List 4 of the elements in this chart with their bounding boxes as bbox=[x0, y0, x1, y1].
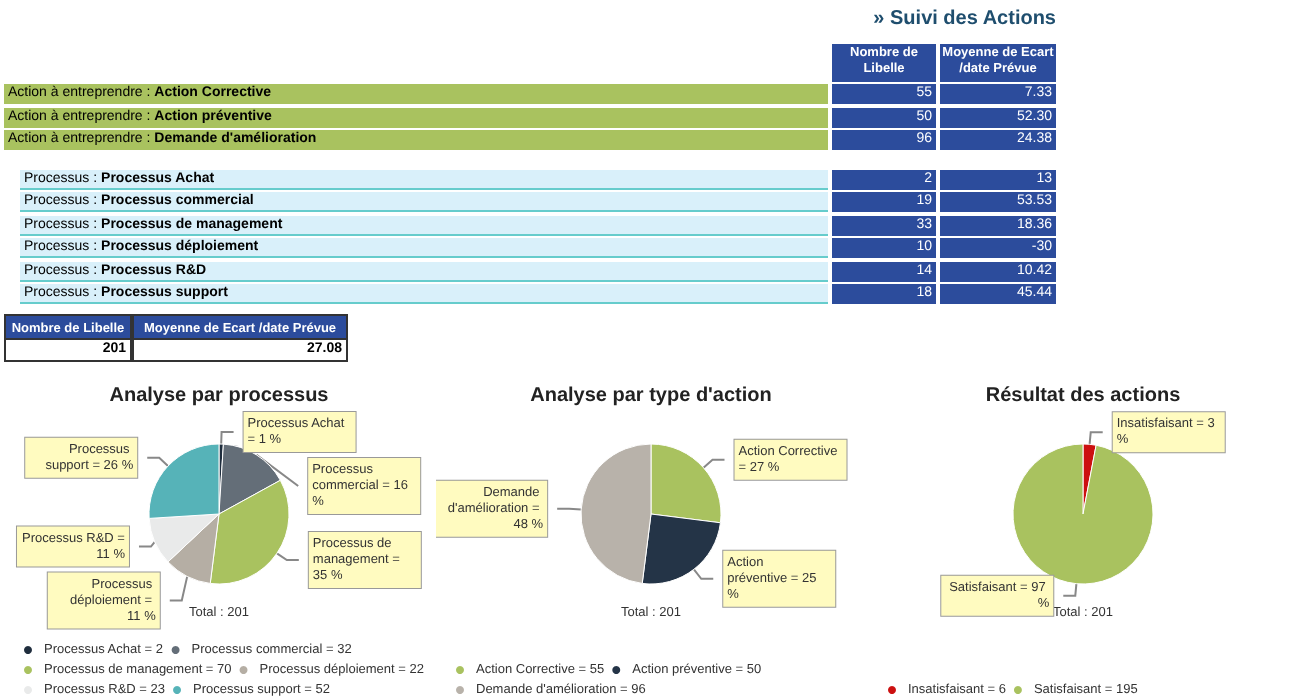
chart-title: Résultat des actions bbox=[985, 385, 1182, 407]
text: » Suivi des Actions bbox=[871, 8, 1056, 34]
chart-title: Analyse par type d'action bbox=[530, 385, 772, 407]
chart-title: Analyse par processus bbox=[109, 385, 330, 407]
